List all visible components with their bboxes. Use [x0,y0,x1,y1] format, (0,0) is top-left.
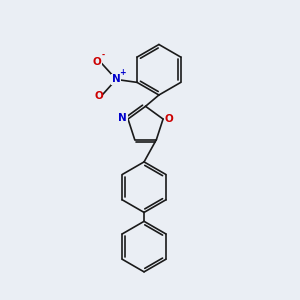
Text: O: O [94,91,103,101]
Text: N: N [112,74,121,84]
Text: O: O [164,114,173,124]
Text: O: O [92,57,101,67]
Text: +: + [119,68,126,77]
Text: N: N [118,113,127,123]
Text: -: - [102,50,105,59]
